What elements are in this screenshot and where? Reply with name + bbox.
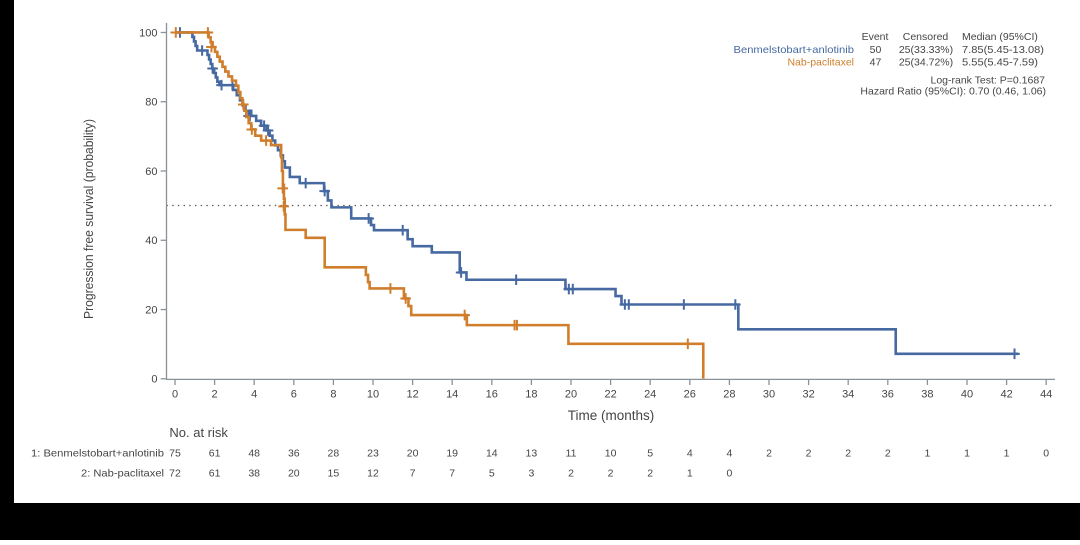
svg-text:34: 34	[842, 389, 854, 401]
svg-text:0: 0	[726, 468, 732, 480]
svg-text:30: 30	[763, 389, 775, 401]
svg-text:28: 28	[328, 448, 340, 460]
svg-text:20: 20	[288, 468, 300, 480]
svg-text:Log-rank Test: P=0.1687: Log-rank Test: P=0.1687	[930, 75, 1045, 87]
svg-text:22: 22	[604, 389, 616, 401]
svg-text:40: 40	[145, 235, 157, 247]
svg-text:3: 3	[528, 468, 534, 480]
svg-text:No. at risk: No. at risk	[169, 425, 228, 440]
svg-text:4: 4	[726, 448, 732, 460]
svg-text:5: 5	[489, 468, 495, 480]
svg-text:80: 80	[145, 97, 157, 109]
svg-text:36: 36	[288, 448, 300, 460]
svg-text:Progression free survival (pro: Progression free survival (probability)	[82, 119, 96, 319]
svg-text:2: Nab-paclitaxel: 2: Nab-paclitaxel	[81, 468, 164, 480]
svg-text:7: 7	[410, 468, 416, 480]
svg-text:50: 50	[870, 44, 882, 56]
svg-text:2: 2	[568, 468, 574, 480]
svg-text:15: 15	[328, 468, 340, 480]
svg-text:0: 0	[172, 389, 178, 401]
svg-text:28: 28	[723, 389, 735, 401]
svg-text:2: 2	[608, 468, 614, 480]
svg-text:60: 60	[145, 166, 157, 178]
svg-text:42: 42	[1000, 389, 1012, 401]
svg-text:6: 6	[291, 389, 297, 401]
svg-text:1: 1	[924, 448, 930, 460]
svg-text:2: 2	[212, 389, 218, 401]
svg-text:0: 0	[151, 374, 157, 386]
svg-text:Time (months): Time (months)	[568, 408, 655, 423]
svg-text:38: 38	[248, 468, 260, 480]
svg-text:14: 14	[486, 448, 498, 460]
svg-text:7: 7	[449, 468, 455, 480]
svg-text:25(33.33%): 25(33.33%)	[899, 44, 953, 56]
svg-text:10: 10	[367, 389, 379, 401]
svg-text:2: 2	[885, 448, 891, 460]
svg-text:4: 4	[251, 389, 257, 401]
svg-text:20: 20	[565, 389, 577, 401]
svg-text:Nab-paclitaxel: Nab-paclitaxel	[787, 57, 854, 69]
svg-text:8: 8	[330, 389, 336, 401]
svg-text:1: Benmelstobart+anlotinib: 1: Benmelstobart+anlotinib	[31, 448, 164, 460]
svg-text:40: 40	[961, 389, 973, 401]
svg-text:23: 23	[367, 448, 379, 460]
svg-text:61: 61	[209, 448, 221, 460]
svg-text:72: 72	[169, 468, 181, 480]
svg-text:38: 38	[921, 389, 933, 401]
svg-text:2: 2	[845, 448, 851, 460]
svg-text:10: 10	[605, 448, 617, 460]
svg-text:Hazard Ratio (95%CI): 0.70 (0.: Hazard Ratio (95%CI): 0.70 (0.46, 1.06)	[860, 86, 1046, 98]
svg-text:25(34.72%): 25(34.72%)	[899, 57, 953, 69]
svg-text:61: 61	[209, 468, 221, 480]
svg-text:4: 4	[687, 448, 693, 460]
svg-text:0: 0	[1043, 448, 1049, 460]
svg-text:Median (95%CI): Median (95%CI)	[962, 31, 1038, 43]
svg-text:11: 11	[566, 448, 577, 460]
svg-text:26: 26	[684, 389, 696, 401]
svg-text:18: 18	[525, 389, 537, 401]
svg-text:Event: Event	[862, 31, 889, 43]
svg-text:Censored: Censored	[903, 31, 949, 43]
svg-text:5.55(5.45-7.59): 5.55(5.45-7.59)	[962, 57, 1038, 69]
svg-text:13: 13	[526, 448, 538, 460]
svg-text:36: 36	[882, 389, 894, 401]
svg-text:5: 5	[647, 448, 653, 460]
svg-text:19: 19	[446, 448, 458, 460]
svg-text:12: 12	[367, 468, 379, 480]
svg-text:44: 44	[1040, 389, 1052, 401]
svg-text:1: 1	[687, 468, 693, 480]
svg-text:12: 12	[406, 389, 418, 401]
svg-text:47: 47	[870, 57, 882, 69]
svg-text:20: 20	[407, 448, 419, 460]
svg-text:Benmelstobart+anlotinib: Benmelstobart+anlotinib	[734, 44, 855, 56]
svg-text:1: 1	[964, 448, 970, 460]
svg-text:20: 20	[145, 304, 157, 316]
svg-text:75: 75	[169, 448, 181, 460]
svg-text:32: 32	[802, 389, 814, 401]
svg-text:1: 1	[1004, 448, 1010, 460]
svg-text:24: 24	[644, 389, 656, 401]
svg-text:7.85(5.45-13.08): 7.85(5.45-13.08)	[962, 44, 1044, 56]
svg-text:2: 2	[806, 448, 812, 460]
svg-text:14: 14	[446, 389, 458, 401]
svg-text:48: 48	[248, 448, 260, 460]
svg-text:100: 100	[139, 27, 157, 39]
svg-text:16: 16	[486, 389, 498, 401]
svg-text:2: 2	[647, 468, 653, 480]
svg-text:2: 2	[766, 448, 772, 460]
